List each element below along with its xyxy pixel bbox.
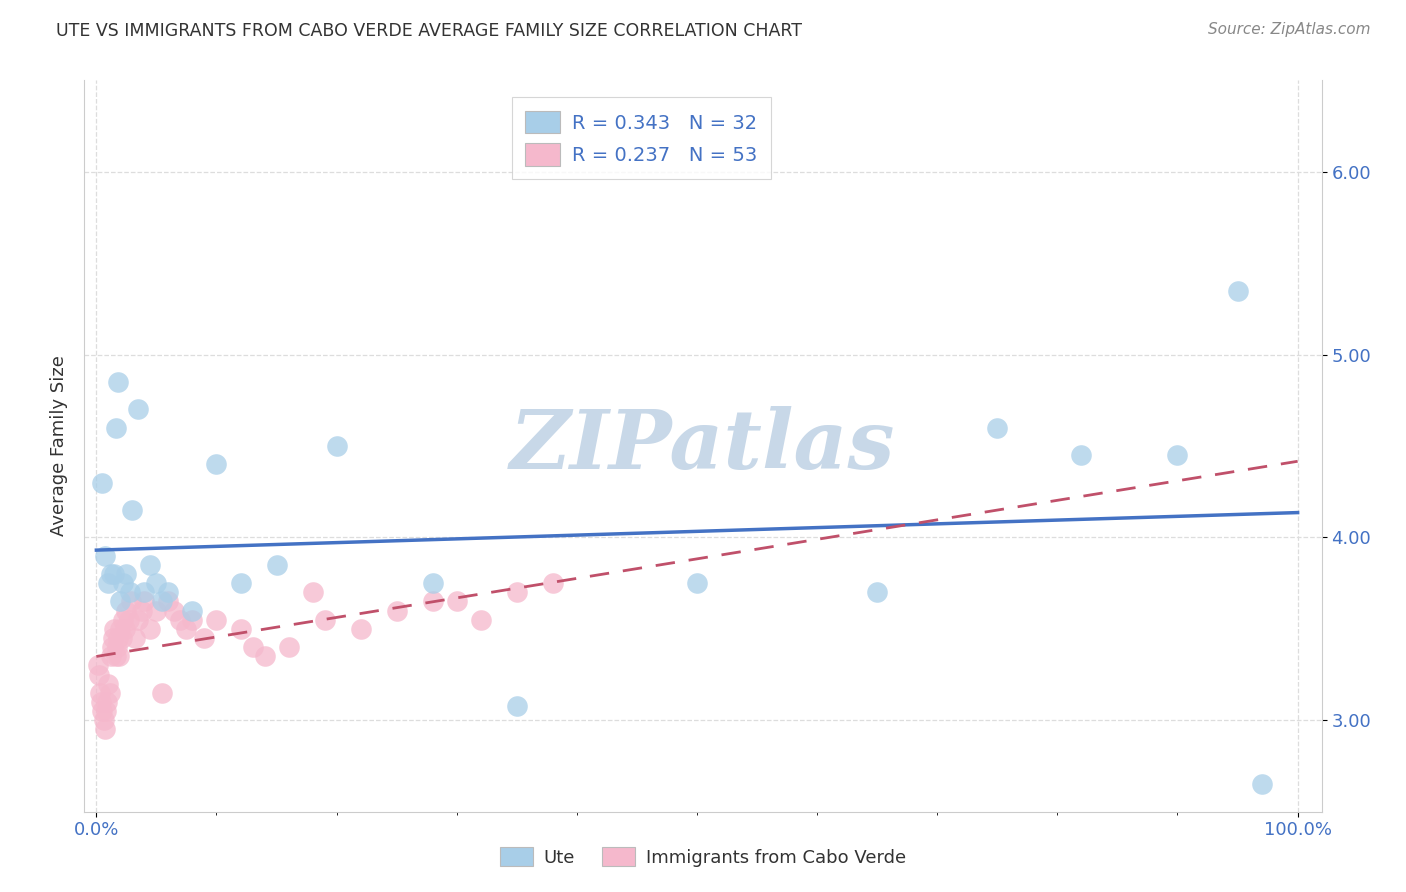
Point — [242, 640, 264, 655]
Point — [105, 640, 128, 655]
Point — [91, 475, 114, 490]
Point — [101, 640, 124, 655]
Point — [181, 613, 204, 627]
Point — [470, 613, 492, 627]
Point — [145, 603, 167, 617]
Point — [103, 631, 125, 645]
Point — [350, 622, 373, 636]
Point — [104, 649, 127, 664]
Point — [1070, 448, 1092, 462]
Point — [277, 640, 299, 655]
Point — [91, 704, 114, 718]
Y-axis label: Average Family Size: Average Family Size — [49, 356, 67, 536]
Point — [506, 585, 529, 599]
Point — [103, 567, 125, 582]
Point — [163, 603, 186, 617]
Text: Source: ZipAtlas.com: Source: ZipAtlas.com — [1208, 22, 1371, 37]
Point — [506, 698, 529, 713]
Point — [90, 695, 112, 709]
Point — [152, 594, 174, 608]
Point — [121, 503, 143, 517]
Point — [1250, 777, 1272, 791]
Point — [986, 421, 1008, 435]
Point — [93, 714, 115, 728]
Point — [127, 613, 149, 627]
Point — [422, 594, 444, 608]
Point — [205, 457, 228, 471]
Point — [1226, 284, 1249, 298]
Point — [253, 649, 276, 664]
Point — [89, 686, 111, 700]
Point — [100, 649, 122, 664]
Point — [139, 558, 162, 572]
Point — [96, 695, 118, 709]
Point — [115, 603, 138, 617]
Point — [94, 723, 117, 737]
Point — [1166, 448, 1188, 462]
Point — [110, 594, 132, 608]
Point — [108, 649, 131, 664]
Point — [134, 585, 156, 599]
Point — [181, 603, 204, 617]
Point — [229, 576, 252, 591]
Text: UTE VS IMMIGRANTS FROM CABO VERDE AVERAGE FAMILY SIZE CORRELATION CHART: UTE VS IMMIGRANTS FROM CABO VERDE AVERAG… — [56, 22, 803, 40]
Point — [541, 576, 564, 591]
Point — [134, 594, 156, 608]
Point — [152, 686, 174, 700]
Point — [127, 402, 149, 417]
Point — [446, 594, 468, 608]
Point — [107, 631, 129, 645]
Point — [103, 622, 125, 636]
Point — [145, 576, 167, 591]
Point — [111, 613, 134, 627]
Point — [314, 613, 336, 627]
Point — [100, 567, 122, 582]
Point — [176, 622, 198, 636]
Text: ZIPatlas: ZIPatlas — [510, 406, 896, 486]
Point — [124, 631, 146, 645]
Point — [157, 585, 180, 599]
Point — [385, 603, 408, 617]
Point — [266, 558, 288, 572]
Point — [110, 631, 132, 645]
Point — [94, 704, 117, 718]
Point — [87, 667, 110, 681]
Point — [86, 658, 108, 673]
Point — [193, 631, 215, 645]
Point — [115, 567, 138, 582]
Point — [114, 622, 136, 636]
Point — [157, 594, 180, 608]
Point — [118, 585, 141, 599]
Legend: Ute, Immigrants from Cabo Verde: Ute, Immigrants from Cabo Verde — [494, 840, 912, 874]
Point — [422, 576, 444, 591]
Point — [118, 613, 141, 627]
Point — [110, 622, 132, 636]
Point — [229, 622, 252, 636]
Point — [97, 576, 120, 591]
Point — [139, 622, 162, 636]
Legend: R = 0.343   N = 32, R = 0.237   N = 53: R = 0.343 N = 32, R = 0.237 N = 53 — [512, 97, 770, 179]
Point — [686, 576, 709, 591]
Point — [120, 594, 142, 608]
Point — [97, 676, 120, 690]
Point — [107, 375, 129, 389]
Point — [94, 549, 117, 563]
Point — [866, 585, 889, 599]
Point — [98, 686, 121, 700]
Point — [205, 613, 228, 627]
Point — [169, 613, 191, 627]
Point — [301, 585, 323, 599]
Point — [104, 421, 127, 435]
Point — [111, 576, 134, 591]
Point — [131, 603, 153, 617]
Point — [325, 439, 347, 453]
